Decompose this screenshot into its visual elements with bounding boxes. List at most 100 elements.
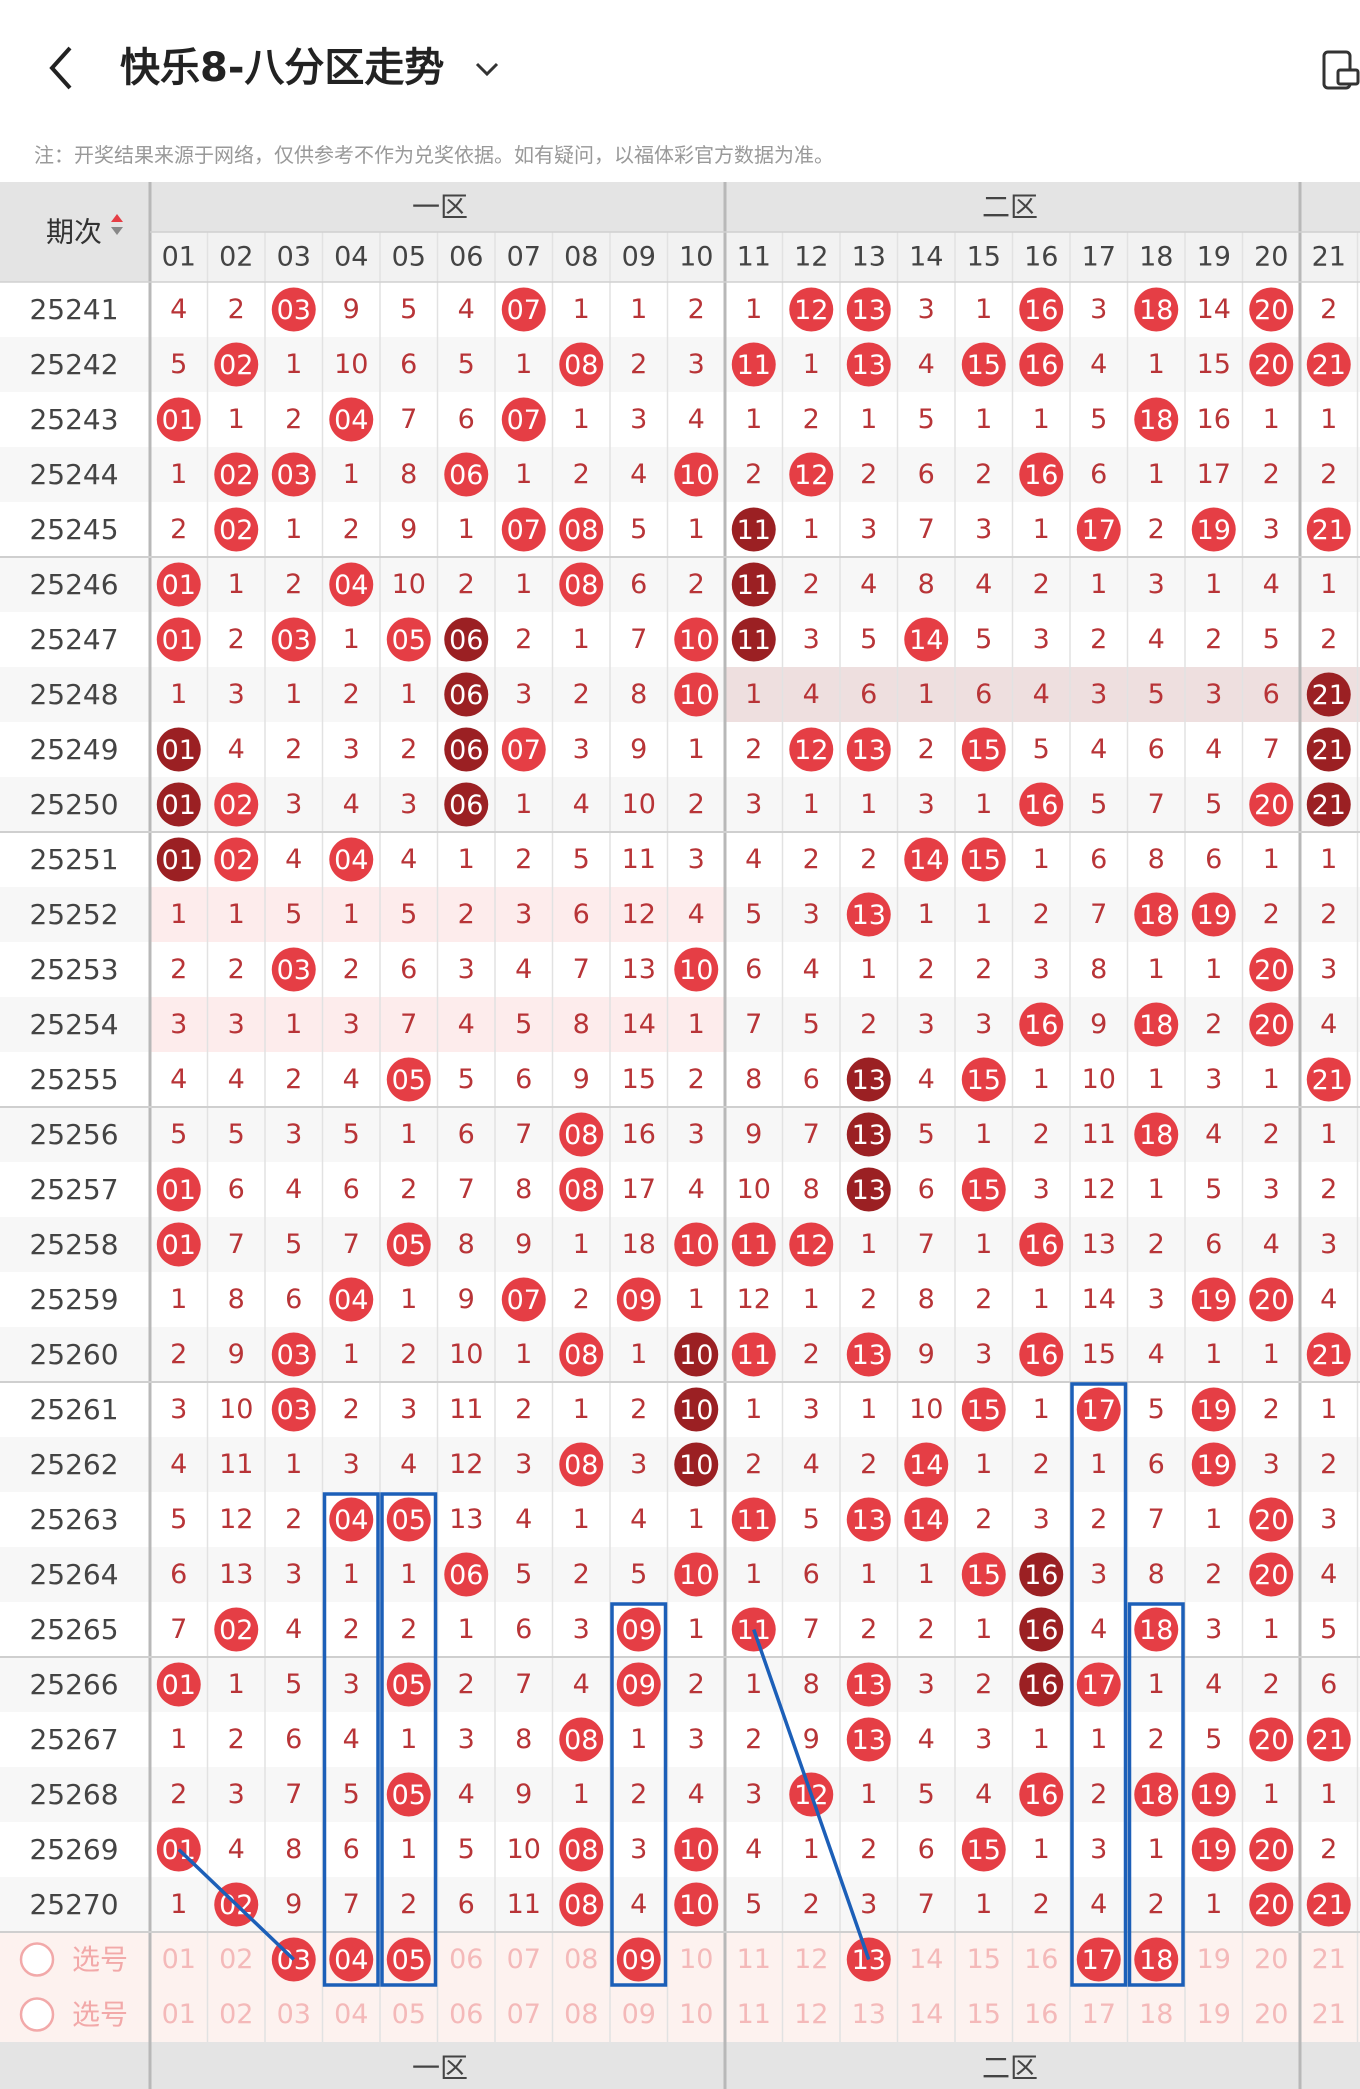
selectable-number[interactable]: 08 — [564, 1944, 598, 1975]
miss-count: 4 — [745, 1834, 762, 1865]
miss-count: 1 — [573, 1229, 590, 1260]
miss-count: 1 — [975, 294, 992, 325]
selectable-number[interactable]: 10 — [679, 1999, 713, 2030]
selected-number[interactable]: 05 — [392, 1945, 426, 1976]
miss-count: 12 — [449, 1449, 483, 1480]
drawn-number-ball — [271, 287, 316, 332]
selectable-number[interactable]: 15 — [967, 1944, 1001, 1975]
selectable-number[interactable]: 21 — [1312, 1944, 1346, 1975]
column-header: 05 — [392, 242, 426, 273]
select-label[interactable]: 选号 — [72, 1943, 128, 1976]
drawn-number-ball — [1191, 507, 1236, 552]
miss-count: 4 — [1205, 1669, 1222, 1700]
selectable-number[interactable]: 06 — [449, 1944, 483, 1975]
miss-count: 1 — [1090, 569, 1107, 600]
selected-number-ball[interactable] — [616, 1937, 661, 1982]
drawn-number-ball — [559, 507, 604, 552]
select-radio[interactable] — [19, 1997, 55, 2032]
miss-count: 2 — [1320, 1174, 1337, 1205]
selectable-number[interactable]: 07 — [507, 1944, 541, 1975]
column-header-bg — [150, 232, 1360, 282]
selectable-number[interactable]: 05 — [392, 1999, 426, 2030]
drawn-number: 13 — [852, 295, 886, 326]
selected-number-ball[interactable] — [329, 1937, 374, 1982]
drawn-number-ball — [329, 397, 374, 442]
selected-number[interactable]: 09 — [622, 1945, 656, 1976]
chevron-down-icon — [475, 62, 499, 77]
miss-count: 4 — [745, 844, 762, 875]
drawn-number: 15 — [967, 350, 1001, 381]
drawn-number: 01 — [162, 1175, 196, 1206]
miss-count: 8 — [630, 679, 647, 710]
drawn-number: 21 — [1312, 790, 1346, 821]
selectable-number[interactable]: 01 — [162, 1999, 196, 2030]
miss-count: 3 — [515, 1449, 532, 1480]
selectable-number[interactable]: 02 — [219, 1944, 253, 1975]
selectable-number[interactable]: 01 — [162, 1944, 196, 1975]
selected-number[interactable]: 18 — [1139, 1945, 1173, 1976]
drawn-number-ball — [731, 1332, 776, 1377]
selected-number-ball[interactable] — [386, 1937, 431, 1982]
drawn-number-ball — [559, 1882, 604, 1927]
drawn-number-ball — [1249, 947, 1294, 992]
select-radio[interactable] — [19, 1942, 55, 1977]
selectable-number[interactable]: 20 — [1254, 1999, 1288, 2030]
select-label[interactable]: 选号 — [72, 1998, 128, 2031]
selected-number[interactable]: 13 — [852, 1945, 886, 1976]
selectable-number[interactable]: 11 — [737, 1999, 771, 2030]
selectable-number[interactable]: 09 — [622, 1999, 656, 2030]
selected-number-ball[interactable] — [1076, 1937, 1121, 1982]
selectable-number[interactable]: 12 — [794, 1999, 828, 2030]
drawn-number-ball — [846, 1717, 891, 1762]
miss-count: 17 — [622, 1174, 656, 1205]
miss-count: 1 — [918, 679, 935, 710]
selectable-number[interactable]: 19 — [1197, 1999, 1231, 2030]
selectable-number[interactable]: 14 — [909, 1999, 943, 2030]
selectable-number[interactable]: 02 — [219, 1999, 253, 2030]
selectable-number[interactable]: 11 — [737, 1944, 771, 1975]
selectable-number[interactable]: 07 — [507, 1999, 541, 2030]
selectable-number[interactable]: 10 — [679, 1944, 713, 1975]
drawn-number: 07 — [507, 735, 541, 766]
selectable-number[interactable]: 04 — [334, 1999, 368, 2030]
miss-count: 3 — [228, 1779, 245, 1810]
table-row — [0, 1052, 1360, 1107]
selectable-number[interactable]: 14 — [909, 1944, 943, 1975]
back-button[interactable] — [40, 40, 84, 96]
selectable-number[interactable]: 16 — [1024, 1999, 1058, 2030]
selectable-number[interactable]: 13 — [852, 1999, 886, 2030]
period-header[interactable]: 期次 — [46, 216, 102, 249]
drawn-number: 05 — [392, 1065, 426, 1096]
drawn-number-ball — [214, 837, 259, 882]
miss-count: 8 — [803, 1174, 820, 1205]
selectable-number[interactable]: 21 — [1312, 1999, 1346, 2030]
period-cell: 25244 — [29, 458, 118, 491]
drawn-number-ball — [731, 342, 776, 387]
selectable-number[interactable]: 17 — [1082, 1999, 1116, 2030]
miss-count: 2 — [1090, 1504, 1107, 1535]
selectable-number[interactable]: 18 — [1139, 1999, 1173, 2030]
lottery-dropdown-button[interactable] — [472, 54, 502, 84]
miss-count: 1 — [1033, 844, 1050, 875]
column-header: 17 — [1082, 242, 1116, 273]
selectable-number[interactable]: 20 — [1254, 1944, 1288, 1975]
drawn-number-ball — [846, 287, 891, 332]
selectable-number[interactable]: 12 — [794, 1944, 828, 1975]
selectable-number[interactable]: 08 — [564, 1999, 598, 2030]
period-cell: 25250 — [29, 788, 118, 821]
selectable-number[interactable]: 19 — [1197, 1944, 1231, 1975]
miss-count: 1 — [1033, 1834, 1050, 1865]
miss-count: 1 — [745, 1559, 762, 1590]
selected-number-ball[interactable] — [1134, 1937, 1179, 1982]
selectable-number[interactable]: 06 — [449, 1999, 483, 2030]
drawn-number-ball — [1249, 1717, 1294, 1762]
selectable-number[interactable]: 15 — [967, 1999, 1001, 2030]
selected-number[interactable]: 04 — [334, 1945, 368, 1976]
device-button[interactable] — [1322, 48, 1360, 92]
sort-icon[interactable] — [111, 214, 123, 235]
miss-count: 4 — [285, 1174, 302, 1205]
selected-number[interactable]: 17 — [1082, 1945, 1116, 1976]
column-header: 21 — [1312, 242, 1346, 273]
selectable-number[interactable]: 03 — [277, 1999, 311, 2030]
selectable-number[interactable]: 16 — [1024, 1944, 1058, 1975]
